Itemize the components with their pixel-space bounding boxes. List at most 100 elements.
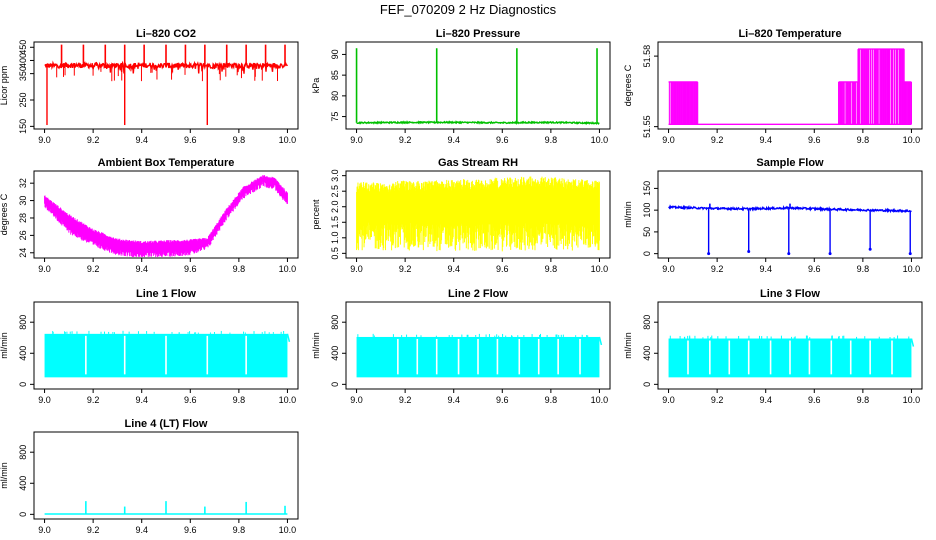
chart-title: Line 2 Flow bbox=[448, 288, 508, 300]
series-line1 bbox=[44, 330, 291, 378]
x-tick-label: 9.2 bbox=[711, 264, 724, 274]
y-tick-label: 2.0 bbox=[330, 200, 340, 213]
x-tick-label: 9.6 bbox=[496, 135, 509, 145]
chart-title: Li–820 Temperature bbox=[738, 28, 841, 40]
y-tick-label: 400 bbox=[330, 346, 340, 361]
x-tick-label: 9.4 bbox=[135, 395, 148, 405]
data-line bbox=[44, 60, 289, 74]
x-tick-label: 10.0 bbox=[279, 525, 297, 535]
x-tick-label: 10.0 bbox=[903, 135, 921, 145]
plot-frame bbox=[657, 41, 923, 130]
x-tick-label: 9.6 bbox=[808, 395, 821, 405]
x-tick-label: 9.0 bbox=[662, 264, 675, 274]
x-tick-label: 10.0 bbox=[591, 395, 609, 405]
x-tick-label: 9.4 bbox=[135, 135, 148, 145]
y-tick-label: 1.0 bbox=[330, 232, 340, 245]
y-tick-label: 400 bbox=[18, 346, 28, 361]
y-tick-label: 0 bbox=[642, 251, 652, 256]
chart-title: Line 3 Flow bbox=[760, 288, 820, 300]
x-tick-label: 10.0 bbox=[903, 395, 921, 405]
chart-pressure: Li–820 Pressure kPa 9.0 9.2 9.4 9.6 9.8 10.0 75 8… bbox=[311, 28, 611, 145]
chart-title: Gas Stream RH bbox=[438, 157, 518, 169]
x-tick-label: 9.6 bbox=[184, 264, 197, 274]
plot-frame bbox=[345, 301, 611, 390]
y-tick-label: 800 bbox=[330, 315, 340, 330]
x-tick-label: 9.0 bbox=[350, 135, 363, 145]
y-tick-label: 150 bbox=[642, 181, 652, 196]
x-tick-label: 9.2 bbox=[399, 264, 412, 274]
y-tick-label: 400 bbox=[642, 346, 652, 361]
plot-frame bbox=[657, 170, 923, 259]
flow-tail bbox=[598, 336, 603, 346]
spike-point bbox=[828, 252, 832, 256]
x-tick-label: 9.4 bbox=[759, 395, 772, 405]
spike-point bbox=[787, 252, 791, 256]
y-tick-label: 0 bbox=[18, 382, 28, 387]
x-tick-label: 10.0 bbox=[279, 135, 297, 145]
y-axis-label: ml/min bbox=[623, 332, 633, 359]
x-tick-label: 9.4 bbox=[759, 264, 772, 274]
x-tick-label: 10.0 bbox=[591, 264, 609, 274]
chart-title: Li–820 Pressure bbox=[436, 28, 520, 40]
y-axis-label: percent bbox=[311, 199, 321, 230]
x-tick-label: 9.2 bbox=[399, 135, 412, 145]
y-tick-label: 150 bbox=[18, 119, 28, 134]
y-tick-label: 800 bbox=[642, 315, 652, 330]
y-tick-label: 51.58 bbox=[642, 45, 652, 68]
y-axis-label: degrees C bbox=[0, 193, 9, 235]
x-tick-label: 9.2 bbox=[711, 135, 724, 145]
x-tick-label: 9.6 bbox=[184, 525, 197, 535]
chart-rh: Gas Stream RH percent 9.0 9.2 9.4 9.6 9.8 10.0 0… bbox=[311, 157, 611, 274]
series-rh bbox=[356, 176, 600, 252]
figure-title: FEF_070209 2 Hz Diagnostics bbox=[379, 2, 557, 17]
y-tick-label: 80 bbox=[330, 91, 340, 101]
chart-line3: Line 3 Flow ml/min 9.0 9.2 9.4 9.6 9.8 10.0 0 400… bbox=[623, 288, 923, 405]
series-co2 bbox=[44, 44, 289, 126]
chart-line2: Line 2 Flow ml/min 9.0 9.2 9.4 9.6 9.8 10.0 0 400… bbox=[311, 288, 611, 405]
x-tick-label: 9.8 bbox=[233, 135, 246, 145]
x-tick-label: 9.8 bbox=[857, 264, 870, 274]
y-tick-label: 400 bbox=[18, 53, 28, 68]
plot-frame bbox=[33, 431, 299, 520]
flow-tail bbox=[286, 333, 291, 343]
x-tick-label: 9.0 bbox=[662, 135, 675, 145]
y-tick-label: 0 bbox=[330, 382, 340, 387]
x-tick-label: 9.4 bbox=[447, 264, 460, 274]
y-tick-label: 3.0 bbox=[330, 169, 340, 182]
y-tick-label: 85 bbox=[330, 70, 340, 80]
y-tick-label: 400 bbox=[18, 476, 28, 491]
x-tick-label: 10.0 bbox=[591, 135, 609, 145]
y-tick-label: 450 bbox=[18, 40, 28, 55]
x-tick-label: 9.4 bbox=[135, 264, 148, 274]
y-tick-label: 0 bbox=[642, 382, 652, 387]
x-tick-label: 9.8 bbox=[857, 395, 870, 405]
x-tick-label: 9.6 bbox=[184, 395, 197, 405]
y-axis-label: ml/min bbox=[623, 201, 633, 228]
x-tick-label: 9.0 bbox=[350, 395, 363, 405]
y-tick-label: 32 bbox=[18, 178, 28, 188]
spike-point bbox=[868, 247, 872, 251]
y-axis-label: ml/min bbox=[311, 332, 321, 359]
x-tick-label: 9.6 bbox=[496, 395, 509, 405]
x-tick-label: 9.8 bbox=[233, 395, 246, 405]
x-tick-label: 9.2 bbox=[399, 395, 412, 405]
series-boxtemp bbox=[44, 175, 288, 257]
x-tick-label: 9.2 bbox=[87, 525, 100, 535]
chart-title: Sample Flow bbox=[756, 157, 824, 169]
y-axis-label: degrees C bbox=[623, 64, 633, 106]
y-tick-label: 800 bbox=[18, 445, 28, 460]
data-line bbox=[356, 120, 600, 125]
chart-line4: Line 4 (LT) Flow ml/min 9.0 9.2 9.4 9.6 9.8 10.… bbox=[0, 418, 299, 535]
x-tick-label: 9.4 bbox=[447, 395, 460, 405]
chart-sampleflow: Sample Flow ml/min 9.0 9.2 9.4 9.6 9.8 10.0 0 50 1… bbox=[623, 157, 923, 274]
y-tick-label: 350 bbox=[18, 66, 28, 81]
y-axis-label: kPa bbox=[311, 78, 321, 94]
x-tick-label: 9.4 bbox=[447, 135, 460, 145]
y-tick-label: 0.5 bbox=[330, 247, 340, 260]
series-line3 bbox=[668, 335, 915, 378]
chart-title: Li–820 CO2 bbox=[136, 28, 196, 40]
y-tick-label: 1.5 bbox=[330, 216, 340, 229]
x-tick-label: 9.2 bbox=[87, 395, 100, 405]
y-tick-label: 90 bbox=[330, 49, 340, 59]
plot-frame bbox=[657, 301, 923, 390]
